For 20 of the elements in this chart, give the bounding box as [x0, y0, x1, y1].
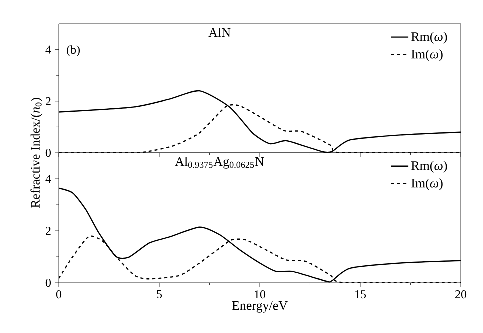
- legend-label: Rm(ω): [412, 161, 448, 173]
- chart-title: AlN: [208, 28, 231, 38]
- x-tick-label: 5: [157, 290, 162, 298]
- y-axis-title: Refractive Index/(n$_{0}$): [30, 98, 43, 208]
- x-tick-label: 15: [356, 290, 366, 299]
- legend-label: Rm(ω): [412, 32, 448, 44]
- y-tick-label: 0: [46, 278, 52, 288]
- x-tick-label: 10: [255, 290, 266, 299]
- x-tick-label: 0: [56, 290, 62, 299]
- legend-label: Im(ω): [412, 178, 443, 190]
- y-tick-label: 2: [46, 227, 51, 235]
- y-tick-label: 0: [46, 148, 52, 158]
- x-tick-label: 20: [456, 290, 467, 299]
- legend-label: Im(ω): [412, 50, 443, 62]
- annotation: (b): [67, 46, 80, 56]
- y-tick-label: 4: [46, 175, 52, 183]
- y-tick-label: 4: [46, 46, 52, 54]
- x-axis-title: Energy/eV: [232, 302, 288, 313]
- y-tick-label: 2: [46, 97, 51, 106]
- chart-title: Al$_{0.9375}$Ag$_{0.0625}$N: [175, 157, 264, 169]
